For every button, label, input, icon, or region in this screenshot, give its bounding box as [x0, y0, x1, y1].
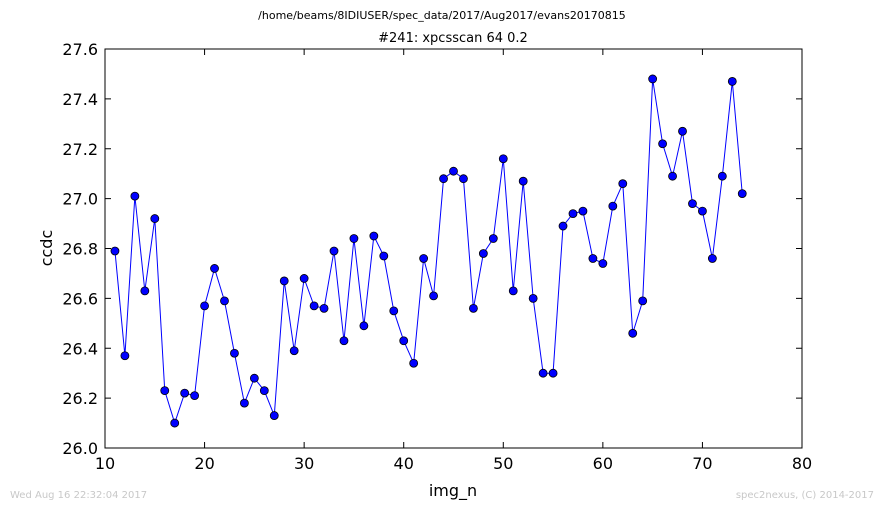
- y-tick-label: 26.0: [62, 439, 98, 458]
- data-point: [449, 166, 458, 176]
- footer-credit: spec2nexus, (C) 2014-2017: [736, 490, 874, 501]
- data-point: [578, 206, 588, 216]
- data-point: [120, 351, 130, 361]
- data-point: [279, 276, 289, 286]
- x-tick-label: 10: [95, 454, 115, 473]
- data-point: [707, 254, 717, 263]
- data-point: [339, 336, 349, 346]
- data-point: [170, 418, 180, 428]
- x-tick-label: 30: [294, 454, 314, 473]
- series-line: [114, 78, 743, 425]
- data-point: [548, 368, 558, 378]
- data-point: [140, 286, 150, 296]
- data-point: [439, 174, 448, 184]
- data-point: [717, 171, 727, 181]
- data-point: [210, 264, 219, 273]
- x-tick-label: 80: [792, 454, 812, 473]
- y-tick-label: 27.6: [62, 40, 98, 59]
- data-point: [389, 306, 399, 316]
- data-point: [678, 126, 687, 136]
- data-point: [737, 189, 747, 199]
- data-points: [110, 74, 747, 428]
- chart-title: #241: xpcsscan 64 0.2: [378, 31, 528, 46]
- data-point: [668, 171, 677, 181]
- data-point: [110, 246, 120, 256]
- y-axis-label: ccdc: [37, 230, 56, 267]
- data-point: [568, 209, 578, 218]
- data-point: [249, 373, 259, 383]
- data-point: [259, 386, 269, 396]
- data-point: [628, 328, 638, 338]
- chart-suptitle: /home/beams/8IDIUSER/spec_data/2017/Aug2…: [258, 9, 626, 22]
- data-point: [429, 291, 438, 301]
- data-point: [239, 398, 249, 408]
- y-tick-label: 27.4: [62, 90, 98, 109]
- y-tick-label: 26.2: [62, 389, 98, 408]
- footer-timestamp: Wed Aug 16 22:32:04 2017: [10, 490, 147, 501]
- data-point: [598, 259, 608, 268]
- data-point: [638, 296, 648, 306]
- data-point: [409, 358, 419, 368]
- data-point: [289, 346, 299, 356]
- data-point: [130, 191, 140, 201]
- data-point: [230, 348, 239, 358]
- data-point: [369, 231, 379, 241]
- data-point: [588, 254, 598, 263]
- data-point: [160, 386, 170, 396]
- data-point: [658, 139, 667, 149]
- data-point: [269, 411, 279, 420]
- data-point: [488, 234, 498, 243]
- data-point: [399, 336, 409, 346]
- data-point: [190, 391, 200, 401]
- data-point: [359, 321, 369, 331]
- plot-area: [104, 48, 803, 449]
- y-tick-label: 27.2: [62, 140, 98, 159]
- data-point: [349, 234, 359, 243]
- data-point: [309, 301, 319, 311]
- data-point: [220, 296, 229, 306]
- data-point: [478, 249, 488, 258]
- data-point: [459, 174, 468, 184]
- data-point: [538, 368, 548, 378]
- data-point: [150, 214, 160, 223]
- data-point: [688, 199, 697, 209]
- data-point: [518, 176, 528, 186]
- data-point: [299, 274, 309, 283]
- data-point: [618, 179, 628, 189]
- x-tick-label: 70: [692, 454, 712, 473]
- x-axis-ticks: 10 20 30 40 50 60 70 80: [95, 49, 812, 473]
- x-tick-label: 40: [394, 454, 414, 473]
- y-tick-label: 26.8: [62, 240, 98, 259]
- data-point: [419, 254, 429, 263]
- y-tick-label: 26.6: [62, 289, 98, 308]
- data-point: [200, 301, 209, 311]
- x-axis-label: img_n: [429, 481, 477, 501]
- data-point: [508, 286, 518, 296]
- x-tick-label: 20: [194, 454, 214, 473]
- data-point: [469, 303, 478, 313]
- x-tick-label: 60: [593, 454, 613, 473]
- data-point: [329, 246, 339, 256]
- data-point: [608, 201, 618, 211]
- x-tick-label: 50: [493, 454, 513, 473]
- data-point: [379, 251, 389, 261]
- data-point: [698, 206, 707, 216]
- data-point: [498, 154, 508, 164]
- y-tick-label: 26.4: [62, 339, 98, 358]
- data-point: [180, 388, 190, 398]
- data-point: [727, 77, 737, 86]
- y-axis-ticks: 26.0 26.2 26.4 26.6 26.8 27.0 27.2 27.4 27.6: [62, 40, 802, 458]
- data-point: [319, 303, 329, 313]
- y-tick-label: 27.0: [62, 190, 98, 209]
- data-point: [558, 221, 568, 231]
- data-point: [648, 74, 658, 84]
- data-point: [528, 293, 538, 303]
